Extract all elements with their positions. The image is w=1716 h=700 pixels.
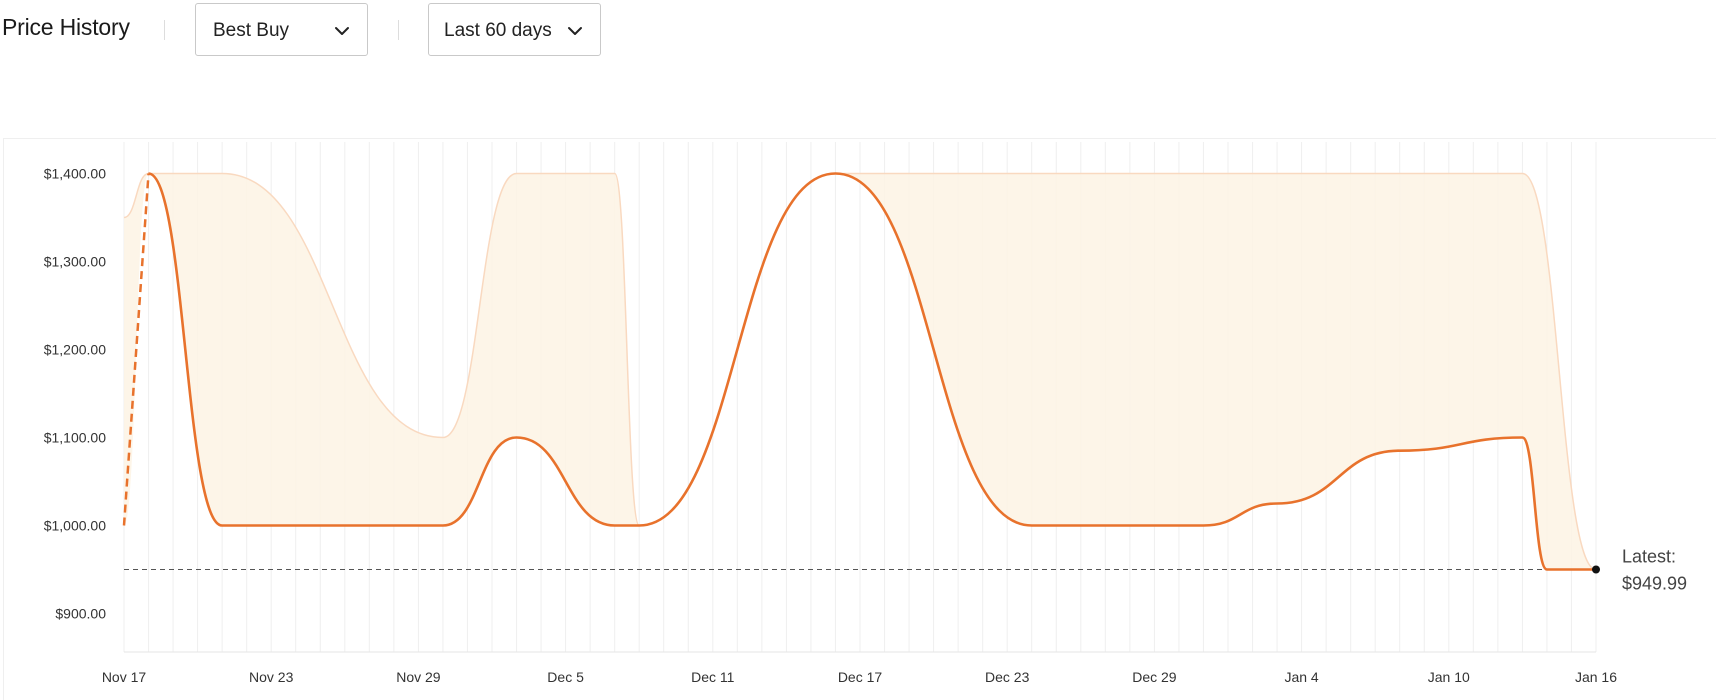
x-tick-label: Nov 23 — [249, 669, 294, 685]
x-tick-label: Nov 29 — [396, 669, 441, 685]
x-tick-label: Jan 4 — [1284, 669, 1318, 685]
x-tick-label: Nov 17 — [102, 669, 147, 685]
range-select[interactable]: Last 60 days — [428, 3, 601, 56]
x-tick-label: Jan 16 — [1575, 669, 1617, 685]
header-divider — [164, 20, 165, 40]
price-range-band-edge — [123, 172, 1597, 571]
x-tick-label: Jan 10 — [1428, 669, 1470, 685]
y-tick-label: $1,000.00 — [44, 518, 106, 534]
range-select-value: Last 60 days — [444, 20, 552, 41]
price-range-band — [124, 173, 1596, 570]
latest-value: $949.99 — [1622, 574, 1687, 594]
y-tick-label: $1,400.00 — [44, 166, 106, 182]
y-axis-ticks: $900.00 $1,000.00 $1,100.00 $1,200.00 $1,300… — [44, 166, 107, 622]
x-tick-label: Dec 5 — [547, 669, 584, 685]
x-tick-label: Dec 29 — [1132, 669, 1177, 685]
header-divider — [398, 20, 399, 40]
price-line — [148, 172, 1596, 571]
price-line-dashed-segment — [122, 173, 150, 526]
page-title: Price History — [2, 14, 130, 40]
chevron-down-icon — [568, 27, 582, 35]
latest-label: Latest: — [1622, 547, 1676, 567]
y-tick-label: $1,200.00 — [44, 342, 106, 358]
x-tick-label: Dec 17 — [838, 669, 883, 685]
latest-price-point — [1592, 565, 1600, 574]
chevron-down-icon — [335, 27, 349, 35]
y-tick-label: $1,300.00 — [44, 254, 106, 270]
y-tick-label: $900.00 — [55, 606, 106, 622]
x-tick-label: Dec 23 — [985, 669, 1030, 685]
retailer-select[interactable]: Best Buy — [195, 3, 368, 56]
y-tick-label: $1,100.00 — [44, 430, 106, 446]
header: Price History Best Buy Last 60 days — [0, 0, 1716, 60]
price-chart-frame — [3, 138, 1716, 700]
x-axis-ticks: Nov 17 Nov 23 Nov 29 Dec 5 Dec 11 Dec 17 Dec 2… — [102, 669, 1617, 685]
x-tick-label: Dec 11 — [691, 669, 735, 685]
retailer-select-value: Best Buy — [213, 20, 290, 41]
